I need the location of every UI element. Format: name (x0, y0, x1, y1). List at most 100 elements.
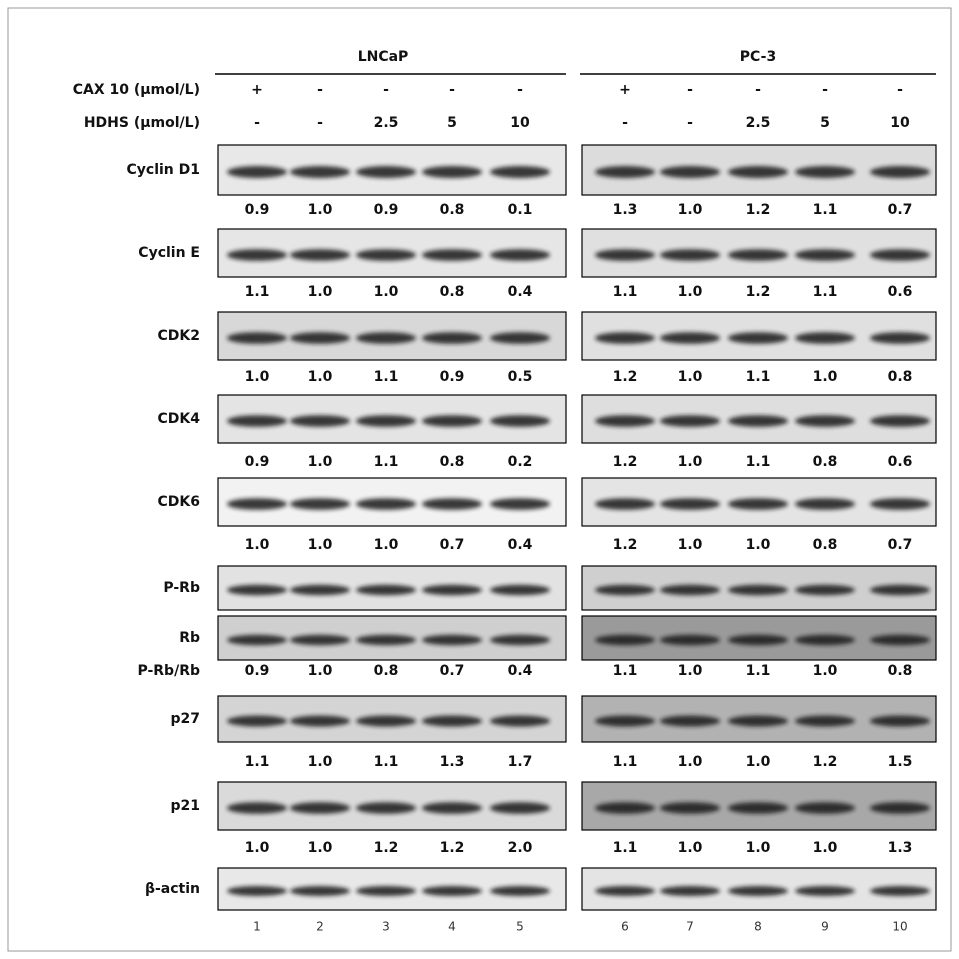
ratio: 1.2 (746, 284, 771, 300)
blot-label: CDK6 (158, 494, 201, 510)
band (356, 715, 416, 726)
band (490, 332, 550, 344)
band (227, 166, 287, 178)
blot-label: CDK4 (158, 411, 201, 427)
ratio: 1.1 (613, 840, 638, 856)
ratio: 1.0 (308, 202, 333, 218)
ratio: 1.0 (678, 754, 703, 770)
ratio: 1.0 (245, 840, 270, 856)
band (795, 886, 855, 896)
group-label: PC-3 (740, 49, 776, 65)
blot-label: P-Rb (163, 580, 200, 596)
ratio: 1.0 (678, 537, 703, 553)
lane-number: 4 (448, 920, 456, 934)
band (660, 249, 720, 261)
band (422, 166, 482, 178)
blot-label: p21 (170, 798, 200, 814)
ratio: 1.0 (813, 663, 838, 679)
ratio: 0.7 (888, 202, 913, 218)
band (422, 415, 482, 427)
ratio: 1.1 (813, 284, 838, 300)
lane-number: 7 (686, 920, 694, 934)
ratio: 1.0 (746, 537, 771, 553)
ratio: 1.2 (374, 840, 399, 856)
bands (595, 415, 930, 427)
bands (227, 715, 550, 726)
band (422, 635, 482, 646)
band (870, 802, 930, 814)
lane-number: 3 (382, 920, 390, 934)
band (595, 635, 655, 646)
band (490, 635, 550, 646)
blot-label: Cyclin D1 (127, 162, 201, 178)
ratio: 1.1 (746, 663, 771, 679)
ratio: 1.0 (678, 369, 703, 385)
ratio: 1.0 (374, 537, 399, 553)
lane-number: 9 (821, 920, 829, 934)
condition-value: + (251, 82, 263, 98)
band (728, 886, 788, 896)
blot-label: Cyclin E (138, 245, 200, 261)
bands (227, 585, 550, 596)
ratio: 1.2 (813, 754, 838, 770)
bands (227, 498, 550, 510)
band (290, 498, 350, 510)
ratio: 0.7 (440, 537, 465, 553)
band (490, 715, 550, 726)
ratio: 1.0 (308, 537, 333, 553)
condition-label: HDHS (μmol/L) (84, 115, 200, 131)
band (595, 585, 655, 596)
bands (595, 715, 930, 726)
ratio: 1.0 (308, 663, 333, 679)
ratio: 0.8 (440, 284, 465, 300)
ratio: 1.0 (678, 202, 703, 218)
bands (227, 802, 550, 814)
band (290, 332, 350, 344)
ratio: 1.1 (613, 663, 638, 679)
bands (227, 166, 550, 178)
band (870, 332, 930, 344)
ratio: 2.0 (508, 840, 533, 856)
band (490, 415, 550, 427)
bands (595, 635, 930, 646)
ratio: 1.3 (440, 754, 465, 770)
band (356, 886, 416, 896)
ratio: 1.1 (613, 754, 638, 770)
ratio: 0.4 (508, 284, 533, 300)
ratio: 1.0 (245, 537, 270, 553)
ratio: 0.9 (245, 663, 270, 679)
condition-value: - (622, 115, 628, 131)
condition-value: 10 (510, 115, 530, 131)
ratio: 1.3 (888, 840, 913, 856)
condition-value: - (687, 82, 693, 98)
band (870, 715, 930, 726)
band (227, 249, 287, 261)
ratio: 1.0 (678, 284, 703, 300)
page: LNCaP PC-3 CAX 10 (μmol/L)+----+----HDHS… (0, 0, 959, 959)
band (422, 715, 482, 726)
lane-number: 5 (516, 920, 524, 934)
band (795, 166, 855, 178)
band (795, 635, 855, 646)
condition-label: CAX 10 (μmol/L) (73, 82, 200, 98)
band (422, 802, 482, 814)
band (728, 802, 788, 814)
band (595, 802, 655, 814)
ratio: 1.0 (308, 454, 333, 470)
band (227, 715, 287, 726)
ratio: 1.3 (613, 202, 638, 218)
ratio: 1.2 (440, 840, 465, 856)
ratio: 1.0 (308, 284, 333, 300)
band (422, 886, 482, 896)
band (356, 802, 416, 814)
band (728, 166, 788, 178)
condition-value: - (517, 82, 523, 98)
ratio: 1.0 (746, 754, 771, 770)
band (728, 332, 788, 344)
band (795, 498, 855, 510)
lane-number: 8 (754, 920, 762, 934)
band (290, 635, 350, 646)
band (227, 635, 287, 646)
band (728, 415, 788, 427)
band (595, 249, 655, 261)
